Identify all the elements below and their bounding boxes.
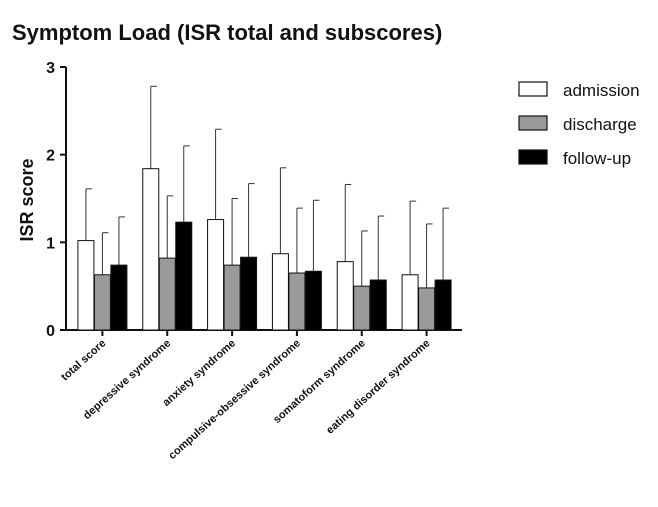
bar-discharge	[288, 272, 306, 331]
y-tick-label: 3	[46, 60, 55, 77]
bar-follow-up	[434, 279, 452, 331]
x-tick-label: eating disorder syndrome	[324, 337, 432, 436]
bar-admission	[77, 240, 95, 331]
chart-title: Symptom Load (ISR total and subscores)	[12, 20, 442, 45]
bar-discharge	[353, 285, 371, 331]
legend-label-follow-up: follow-up	[563, 149, 631, 168]
bar-admission	[336, 261, 354, 331]
y-tick-label: 0	[46, 323, 55, 340]
x-tick-label: compulsive-obsessive syndrome	[166, 337, 303, 462]
bar-admission	[271, 253, 289, 331]
legend-label-admission: admission	[563, 81, 640, 100]
bar-discharge	[158, 257, 176, 331]
bar-follow-up	[175, 221, 193, 331]
y-tick-label: 2	[46, 148, 55, 165]
bar-follow-up	[369, 279, 387, 331]
legend-swatch-follow-up	[518, 149, 548, 165]
y-tick-label: 1	[46, 235, 55, 252]
legend-swatch-discharge	[518, 115, 548, 131]
legend-swatch-admission	[518, 81, 548, 97]
bar-admission	[142, 168, 160, 331]
bar-follow-up	[110, 264, 128, 331]
x-tick-label: total score	[59, 337, 108, 383]
bar-admission	[401, 274, 419, 331]
legend-label-discharge: discharge	[563, 115, 637, 134]
bar-follow-up	[304, 270, 322, 331]
bar-discharge	[418, 287, 436, 331]
bar-discharge	[223, 264, 241, 331]
y-axis-label: ISR score	[17, 158, 37, 241]
bar-follow-up	[240, 256, 258, 331]
legend: admission discharge follow-up	[518, 81, 640, 168]
bar-discharge	[93, 274, 111, 331]
bar-admission	[207, 219, 225, 331]
